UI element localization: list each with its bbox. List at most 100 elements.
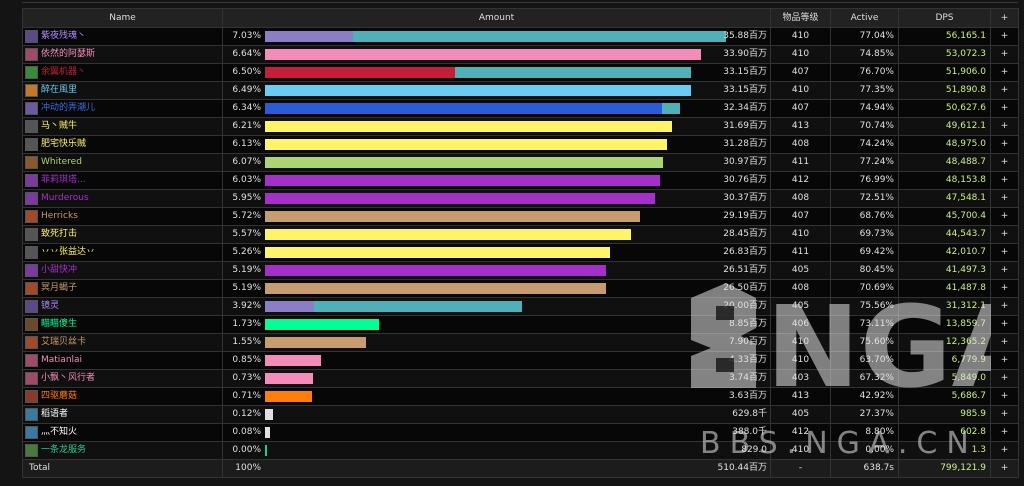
player-row[interactable]: 肥宅快乐贼 6.13% 31.28百万 408 74.24% 48,975.0 + [22, 135, 1019, 154]
player-row[interactable]: 稻语者 0.12% 629.8千 405 27.37% 985.9 + [22, 405, 1019, 424]
col-dps-header[interactable]: DPS [898, 8, 991, 28]
expand-button[interactable]: + [990, 369, 1019, 388]
active-percent: 70.74% [830, 117, 899, 136]
damage-bar-segment [265, 175, 661, 186]
player-row[interactable]: 灬不知火 0.08% 388.0千 412 8.80% 602.8 + [22, 423, 1019, 442]
expand-button[interactable]: + [990, 225, 1019, 244]
player-row[interactable]: 四驱蘑菇 0.71% 3.63百万 413 42.92% 5,686.7 + [22, 387, 1019, 406]
expand-button[interactable]: + [990, 45, 1019, 64]
player-name-cell[interactable]: Whitered [22, 153, 223, 172]
expand-button[interactable]: + [990, 117, 1019, 136]
expand-button[interactable]: + [990, 441, 1019, 460]
player-name: 肥宅快乐贼 [41, 139, 87, 149]
class-spec-icon [25, 300, 38, 313]
expand-button[interactable]: + [990, 243, 1019, 262]
damage-percent: 5.19% [232, 265, 261, 275]
player-name-cell[interactable]: Matianlai [22, 351, 223, 370]
player-name-cell[interactable]: 依然的阿瑟斯 [22, 45, 223, 64]
dps-value: 44,543.7 [898, 225, 991, 244]
player-name-cell[interactable]: 一条龙服务 [22, 441, 223, 460]
damage-bar-segment [265, 229, 631, 240]
expand-button[interactable]: + [990, 405, 1019, 424]
player-name: Herricks [41, 211, 78, 221]
expand-button[interactable]: + [990, 135, 1019, 154]
player-row[interactable]: 冥月蝎子 5.19% 26.50百万 408 70.69% 41,487.8 + [22, 279, 1019, 298]
player-name-cell[interactable]: 余翼机器丶 [22, 63, 223, 82]
expand-button[interactable]: + [990, 27, 1019, 46]
expand-button[interactable]: + [990, 333, 1019, 352]
expand-button[interactable]: + [990, 297, 1019, 316]
player-row[interactable]: 艾瑞贝丝卡 1.55% 7.90百万 410 75.60% 12,365.2 + [22, 333, 1019, 352]
total-expand-button[interactable]: + [990, 459, 1019, 478]
expand-button[interactable]: + [990, 189, 1019, 208]
col-active-header[interactable]: Active [830, 8, 899, 28]
class-spec-icon [25, 228, 38, 241]
player-name-cell[interactable]: 菲莉琪塔... [22, 171, 223, 190]
expand-button[interactable]: + [990, 171, 1019, 190]
class-spec-icon [25, 264, 38, 277]
player-name-cell[interactable]: 四驱蘑菇 [22, 387, 223, 406]
player-row[interactable]: 紫夜残魂丶 7.03% 35.88百万 410 77.04% 56,165.1 + [22, 27, 1019, 46]
player-name-cell[interactable]: Herricks [22, 207, 223, 226]
player-rows: 紫夜残魂丶 7.03% 35.88百万 410 77.04% 56,165.1 + 依然的阿瑟… [22, 27, 1019, 460]
player-name-cell[interactable]: 冥月蝎子 [22, 279, 223, 298]
player-name-cell[interactable]: 小飘丶风行者 [22, 369, 223, 388]
player-row[interactable]: 镜灵 3.92% 20.00百万 405 75.56% 31,312.1 + [22, 297, 1019, 316]
player-row[interactable]: Matianlai 0.85% 4.33百万 410 63.70% 6,779.9 + [22, 351, 1019, 370]
damage-bar-segment [265, 373, 313, 384]
player-name: 艾瑞贝丝卡 [41, 337, 87, 347]
player-row[interactable]: Herricks 5.72% 29.19百万 407 68.76% 45,700.4 + [22, 207, 1019, 226]
player-name-cell[interactable]: 丷丷张益达丷 [22, 243, 223, 262]
expand-button[interactable]: + [990, 207, 1019, 226]
player-name-cell[interactable]: 灬不知火 [22, 423, 223, 442]
col-name-header[interactable]: Name [22, 8, 223, 28]
damage-amount: 3.63百万 [728, 391, 767, 401]
player-row[interactable]: 丷丷张益达丷 5.26% 26.83百万 411 69.42% 42,010.7 + [22, 243, 1019, 262]
player-name-cell[interactable]: Murderous [22, 189, 223, 208]
player-name-cell[interactable]: 小甜快冲 [22, 261, 223, 280]
expand-button[interactable]: + [990, 153, 1019, 172]
player-name-cell[interactable]: 冲动的弄潮儿 [22, 99, 223, 118]
player-row[interactable]: Whitered 6.07% 30.97百万 411 77.24% 48,488.7 + [22, 153, 1019, 172]
player-row[interactable]: 小飘丶风行者 0.73% 3.74百万 403 67.32% 5,849.0 + [22, 369, 1019, 388]
player-name-cell[interactable]: 瞄瞄傻生 [22, 315, 223, 334]
expand-button[interactable]: + [990, 81, 1019, 100]
player-name-cell[interactable]: 马丶贼牛 [22, 117, 223, 136]
expand-button[interactable]: + [990, 351, 1019, 370]
damage-bar-segment [313, 301, 522, 312]
col-expand-header[interactable]: + [990, 8, 1019, 28]
item-level: 408 [770, 189, 831, 208]
expand-button[interactable]: + [990, 315, 1019, 334]
class-spec-icon [25, 246, 38, 259]
player-row[interactable]: 致死打击 5.57% 28.45百万 410 69.73% 44,543.7 + [22, 225, 1019, 244]
damage-bar-segment [265, 211, 641, 222]
player-name-cell[interactable]: 致死打击 [22, 225, 223, 244]
top-border [22, 2, 1018, 7]
player-row[interactable]: 冲动的弄潮儿 6.34% 32.34百万 407 74.94% 50,627.6 + [22, 99, 1019, 118]
player-name-cell[interactable]: 肥宅快乐贼 [22, 135, 223, 154]
player-name-cell[interactable]: 紫夜残魂丶 [22, 27, 223, 46]
player-row[interactable]: 马丶贼牛 6.21% 31.69百万 413 70.74% 49,612.1 + [22, 117, 1019, 136]
damage-percent: 6.49% [232, 85, 261, 95]
expand-button[interactable]: + [990, 63, 1019, 82]
expand-button[interactable]: + [990, 387, 1019, 406]
active-percent: 76.70% [830, 63, 899, 82]
expand-button[interactable]: + [990, 261, 1019, 280]
player-row[interactable]: 依然的阿瑟斯 6.64% 33.90百万 410 74.85% 53,072.3 + [22, 45, 1019, 64]
col-ilvl-header[interactable]: 物品等级 [770, 8, 831, 28]
expand-button[interactable]: + [990, 279, 1019, 298]
player-row[interactable]: 菲莉琪塔... 6.03% 30.76百万 412 76.99% 48,153.8 + [22, 171, 1019, 190]
player-name-cell[interactable]: 镜灵 [22, 297, 223, 316]
player-name-cell[interactable]: 稻语者 [22, 405, 223, 424]
player-row[interactable]: 小甜快冲 5.19% 26.51百万 405 80.45% 41,497.3 + [22, 261, 1019, 280]
player-name-cell[interactable]: 醉在風里 [22, 81, 223, 100]
expand-button[interactable]: + [990, 423, 1019, 442]
player-name-cell[interactable]: 艾瑞贝丝卡 [22, 333, 223, 352]
player-row[interactable]: 一条龙服务 0.00% 829.0 410 0.00% 1.3 + [22, 441, 1019, 460]
player-row[interactable]: Murderous 5.95% 30.37百万 408 72.51% 47,548.1 + [22, 189, 1019, 208]
player-row[interactable]: 余翼机器丶 6.50% 33.15百万 407 76.70% 51,906.0 + [22, 63, 1019, 82]
player-row[interactable]: 瞄瞄傻生 1.73% 8.85百万 406 73.11% 13,859.7 + [22, 315, 1019, 334]
expand-button[interactable]: + [990, 99, 1019, 118]
player-row[interactable]: 醉在風里 6.49% 33.15百万 410 77.35% 51,890.8 + [22, 81, 1019, 100]
col-amount-header[interactable]: Amount [222, 8, 771, 28]
